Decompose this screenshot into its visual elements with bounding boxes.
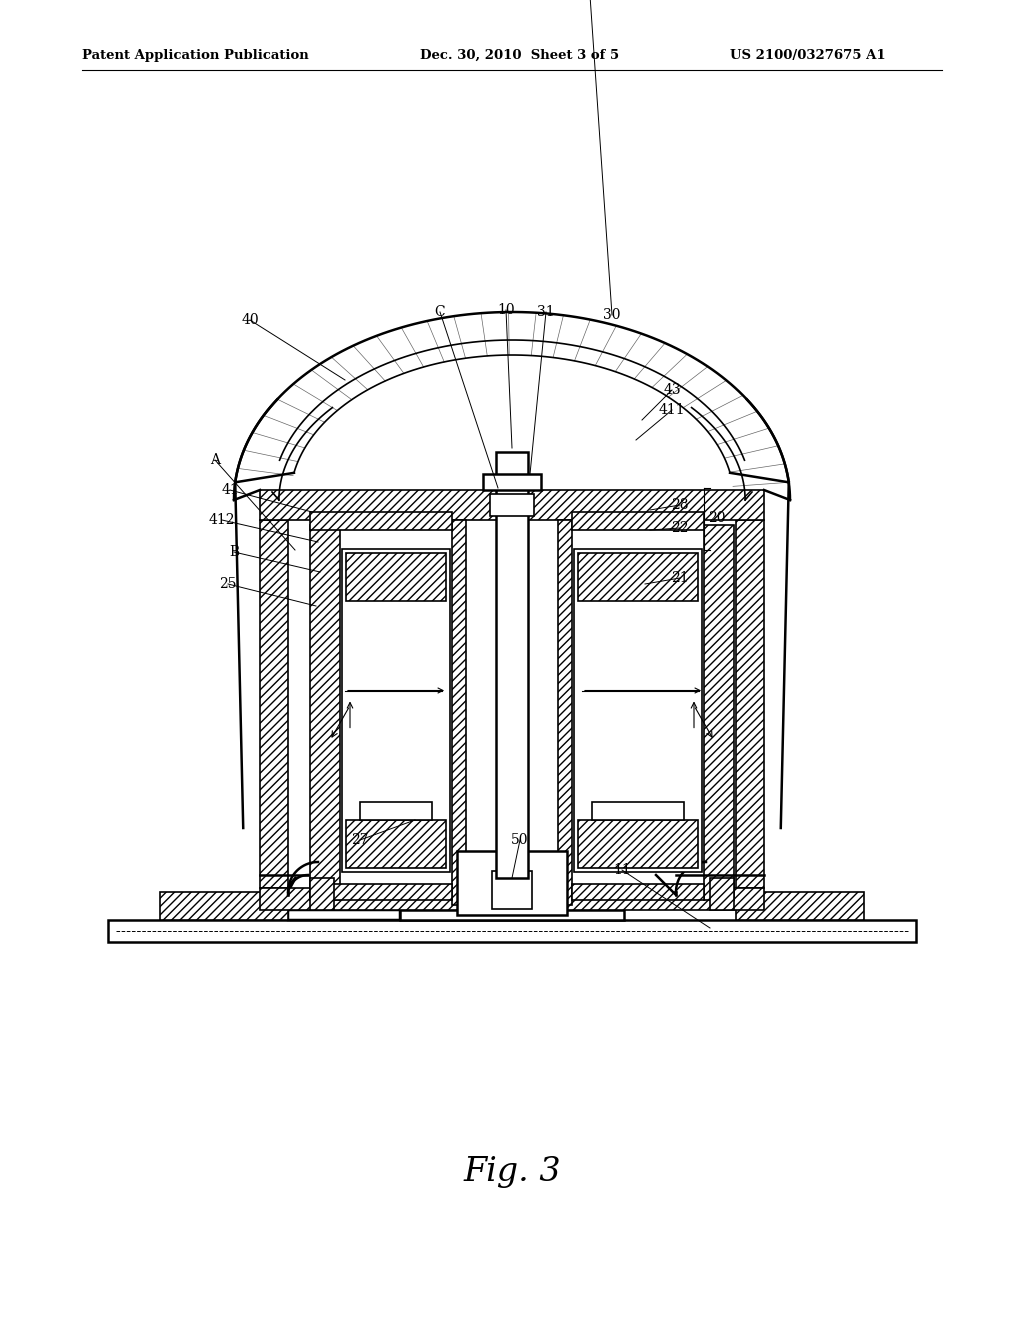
Text: 25: 25: [219, 577, 237, 591]
Text: 27: 27: [351, 833, 369, 847]
Bar: [346, 553, 446, 601]
Text: Dec. 30, 2010  Sheet 3 of 5: Dec. 30, 2010 Sheet 3 of 5: [420, 49, 620, 62]
Bar: [710, 878, 734, 909]
Bar: [310, 878, 334, 909]
Bar: [558, 520, 572, 906]
Text: Fig. 3: Fig. 3: [463, 1156, 561, 1188]
Bar: [342, 549, 450, 873]
Text: 10: 10: [498, 304, 515, 317]
Bar: [572, 884, 705, 900]
Bar: [490, 494, 534, 516]
Text: A: A: [210, 453, 220, 467]
Text: 22: 22: [672, 521, 689, 535]
Bar: [483, 474, 541, 490]
Polygon shape: [160, 892, 288, 920]
Text: 21: 21: [671, 572, 689, 585]
Text: 30: 30: [603, 308, 621, 322]
Bar: [496, 451, 528, 878]
Bar: [310, 884, 452, 900]
Text: C: C: [434, 305, 445, 319]
Text: US 2100/0327675 A1: US 2100/0327675 A1: [730, 49, 886, 62]
Text: 41: 41: [221, 483, 239, 498]
Text: 40: 40: [242, 313, 259, 327]
Bar: [346, 820, 446, 869]
Polygon shape: [736, 892, 864, 920]
Bar: [457, 851, 567, 915]
Bar: [492, 871, 532, 909]
Bar: [572, 512, 705, 531]
Bar: [592, 803, 684, 820]
Text: Patent Application Publication: Patent Application Publication: [82, 49, 309, 62]
Bar: [260, 888, 764, 909]
Text: 411: 411: [658, 403, 685, 417]
Bar: [310, 525, 340, 900]
Text: 11: 11: [613, 863, 631, 876]
Bar: [736, 520, 764, 888]
Text: 20: 20: [708, 511, 725, 525]
Text: 412: 412: [209, 513, 236, 527]
Text: 28: 28: [672, 498, 689, 512]
Bar: [260, 520, 288, 888]
Text: B: B: [229, 545, 239, 558]
Bar: [705, 525, 734, 900]
Text: 50: 50: [511, 833, 528, 847]
Bar: [310, 512, 452, 531]
Bar: [260, 490, 764, 520]
Text: 31: 31: [538, 305, 555, 319]
Bar: [452, 520, 466, 906]
Bar: [360, 803, 432, 820]
Bar: [578, 820, 698, 869]
Text: 43: 43: [664, 383, 681, 397]
Bar: [400, 909, 624, 920]
Bar: [108, 920, 916, 942]
Bar: [578, 553, 698, 601]
Polygon shape: [260, 876, 400, 920]
Bar: [574, 549, 702, 873]
